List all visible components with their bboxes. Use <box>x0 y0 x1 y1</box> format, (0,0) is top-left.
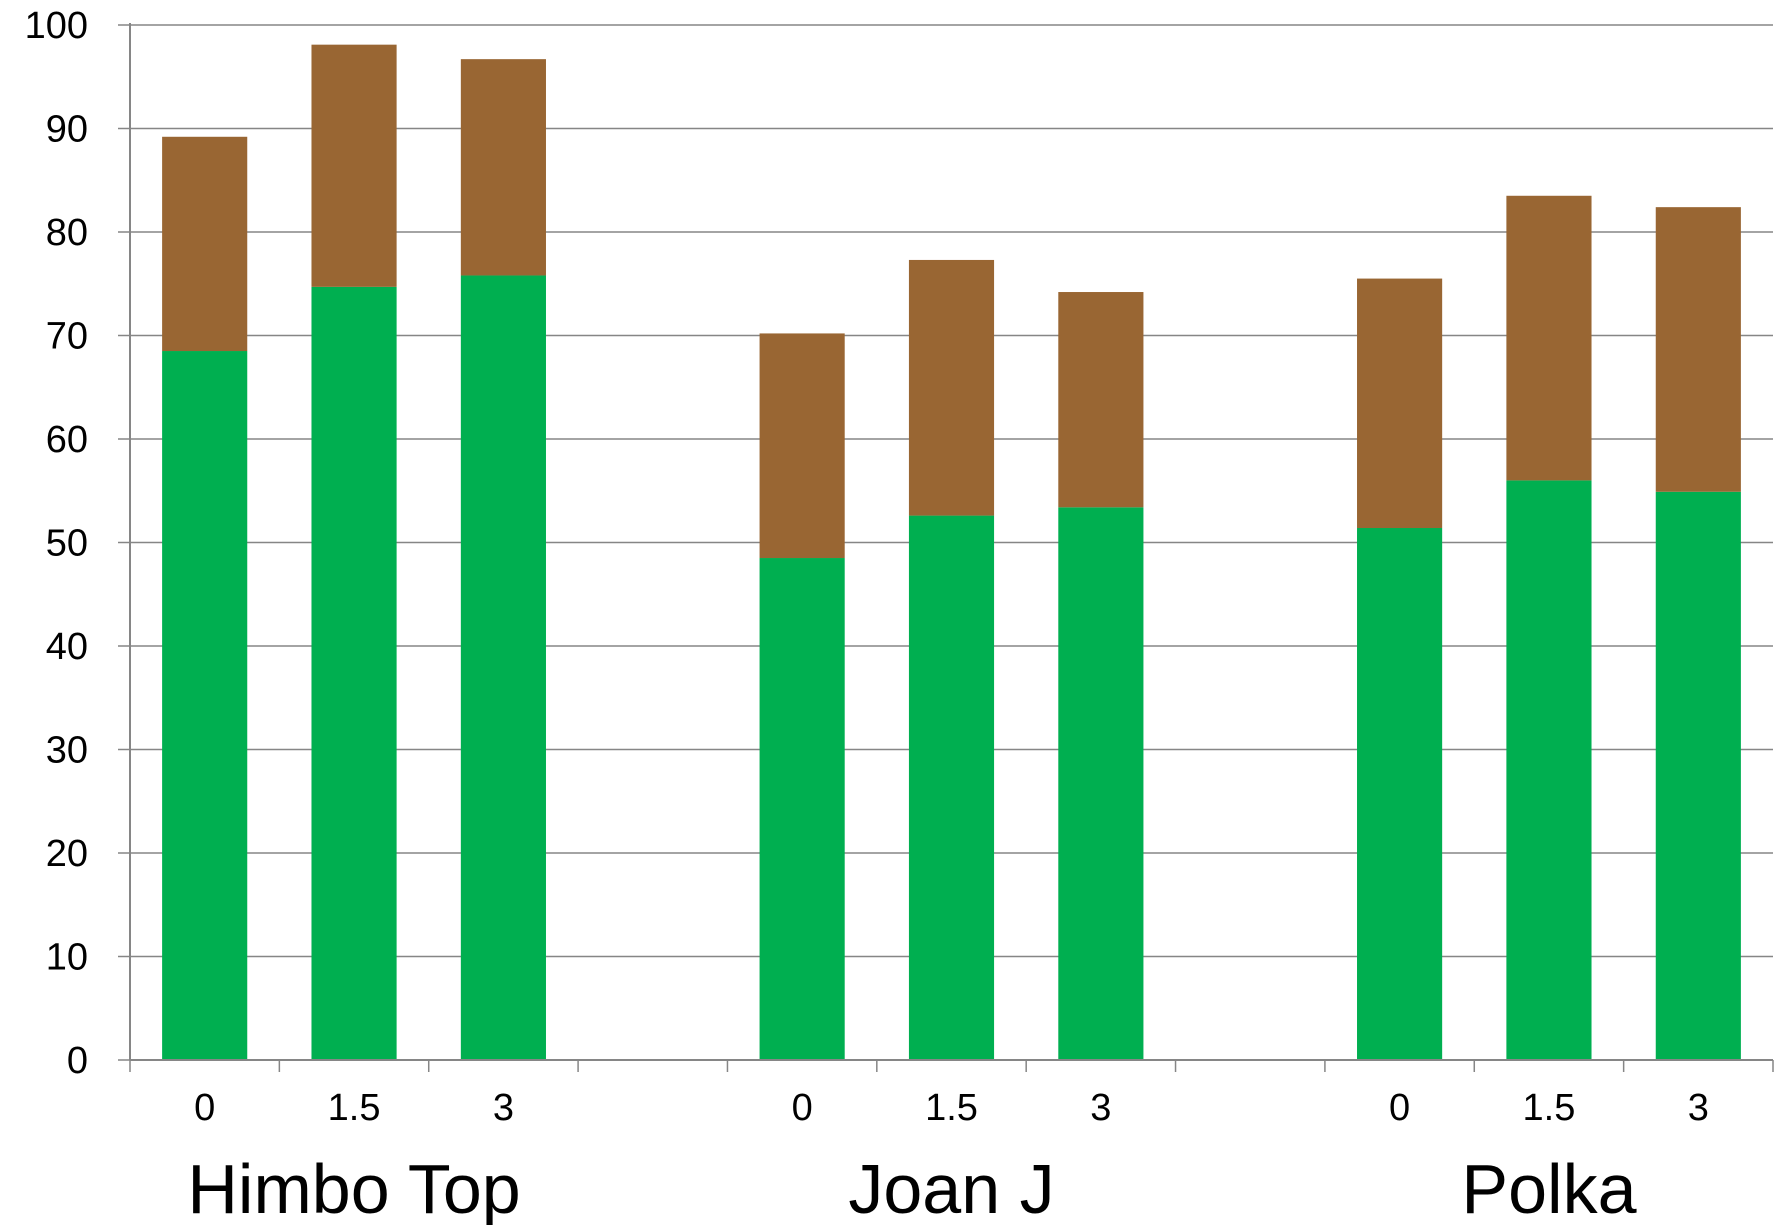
bar-top-1-0 <box>759 333 845 559</box>
y-tick-label-40: 40 <box>46 626 88 668</box>
y-tick-label-20: 20 <box>46 833 88 875</box>
x-tick-label-2-1: 1.5 <box>1523 1087 1576 1129</box>
x-tick-label-2-2: 3 <box>1688 1087 1709 1129</box>
y-tick-label-50: 50 <box>46 523 88 565</box>
x-tick-label-1-1: 1.5 <box>925 1087 978 1129</box>
bar-top-0-1 <box>311 44 397 287</box>
bar-top-1-1 <box>908 259 995 516</box>
bar-bottom-2-0 <box>1357 528 1443 1060</box>
x-tick-label-2-0: 0 <box>1389 1087 1410 1129</box>
bar-bottom-1-0 <box>759 558 845 1060</box>
x-tick-label-0-1: 1.5 <box>328 1087 381 1129</box>
y-tick-label-0: 0 <box>67 1040 88 1082</box>
x-tick-label-1-2: 3 <box>1090 1087 1111 1129</box>
bar-bottom-2-2 <box>1655 491 1741 1060</box>
x-tick-label-1-0: 0 <box>792 1087 813 1129</box>
bars <box>162 44 1741 1061</box>
group-label-1: Joan J <box>848 1150 1054 1225</box>
y-tick-label-100: 100 <box>25 5 88 47</box>
x-tick-label-0-2: 3 <box>493 1087 514 1129</box>
bar-top-0-2 <box>460 59 546 276</box>
bar-top-2-2 <box>1655 207 1741 492</box>
bar-bottom-1-2 <box>1058 507 1144 1060</box>
axes <box>118 23 1774 1072</box>
bar-top-1-2 <box>1058 292 1144 508</box>
bar-top-2-0 <box>1357 278 1443 529</box>
group-label-2: Polka <box>1461 1150 1636 1225</box>
y-tick-label-30: 30 <box>46 730 88 772</box>
y-tick-label-70: 70 <box>46 316 88 358</box>
bar-bottom-2-1 <box>1506 480 1592 1060</box>
y-tick-label-60: 60 <box>46 419 88 461</box>
y-tick-label-80: 80 <box>46 212 88 254</box>
bar-bottom-0-2 <box>460 275 546 1061</box>
bar-bottom-0-0 <box>162 351 248 1060</box>
group-label-0: Himbo Top <box>187 1150 520 1225</box>
bar-bottom-0-1 <box>311 286 397 1061</box>
y-tick-label-90: 90 <box>46 109 88 151</box>
bar-top-2-1 <box>1506 195 1592 481</box>
bar-top-0-0 <box>162 136 248 352</box>
bar-bottom-1-1 <box>908 515 995 1060</box>
y-tick-label-10: 10 <box>46 937 88 979</box>
x-tick-label-0-0: 0 <box>194 1087 215 1129</box>
